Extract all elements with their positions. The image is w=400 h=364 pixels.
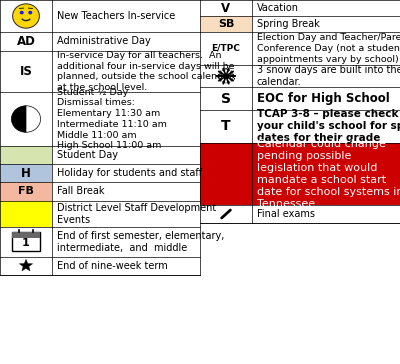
Text: Final exams: Final exams — [257, 209, 315, 219]
Text: Spring Break: Spring Break — [257, 19, 320, 29]
Bar — [200, 143, 252, 205]
Text: H: H — [21, 167, 31, 180]
Text: 1: 1 — [22, 238, 30, 248]
Bar — [200, 110, 252, 143]
Bar — [52, 32, 200, 51]
Text: V: V — [222, 1, 230, 15]
Bar — [52, 51, 200, 92]
Text: New Teachers In-service: New Teachers In-service — [57, 11, 175, 21]
Text: Fall Break: Fall Break — [57, 186, 104, 197]
Text: EOC for High School: EOC for High School — [257, 92, 390, 105]
Text: In-service Day for all teachers.  An
additional four in-service days will be
pla: In-service Day for all teachers. An addi… — [57, 51, 236, 92]
Bar — [252, 32, 400, 65]
Bar — [200, 32, 252, 65]
Circle shape — [20, 11, 24, 15]
Bar — [52, 164, 200, 182]
Text: District Level Staff Development
Events: District Level Staff Development Events — [57, 203, 216, 225]
Bar — [252, 16, 400, 32]
Text: Student ½ Day
Dismissal times:
Elementary 11:30 am
Intermediate 11:10 am
Middle : Student ½ Day Dismissal times: Elementar… — [57, 88, 167, 150]
Bar — [52, 257, 200, 275]
Wedge shape — [12, 106, 26, 132]
Bar — [0, 146, 52, 164]
Bar — [0, 201, 52, 227]
Bar — [200, 0, 252, 16]
Text: Calendar could change
pending possible
legislation that would
mandate a school s: Calendar could change pending possible l… — [257, 139, 400, 209]
Bar — [252, 143, 400, 205]
Text: Holiday for students and staff: Holiday for students and staff — [57, 168, 202, 178]
Bar — [52, 146, 200, 164]
Bar — [12, 233, 40, 238]
Text: End of first semester, elementary,
intermediate,  and  middle: End of first semester, elementary, inter… — [57, 231, 224, 253]
Bar — [0, 32, 52, 51]
Bar — [200, 87, 252, 110]
Bar — [52, 182, 200, 201]
Text: S: S — [221, 92, 231, 106]
Bar — [0, 182, 52, 201]
Text: FB: FB — [18, 186, 34, 197]
Bar — [52, 201, 200, 227]
Bar — [252, 65, 400, 87]
Bar — [0, 92, 52, 146]
Text: Vacation: Vacation — [257, 3, 299, 13]
Text: T: T — [221, 119, 231, 133]
Bar — [200, 16, 252, 32]
Text: IS: IS — [20, 65, 32, 78]
Text: SB: SB — [218, 19, 234, 29]
Bar — [52, 0, 200, 32]
Text: AD: AD — [16, 35, 36, 48]
Bar — [252, 110, 400, 143]
Bar — [252, 0, 400, 16]
Text: Administrative Day: Administrative Day — [57, 36, 150, 47]
Bar — [0, 164, 52, 182]
Bar — [252, 205, 400, 223]
Wedge shape — [26, 106, 40, 132]
Text: Student Day: Student Day — [57, 150, 118, 160]
Bar — [200, 65, 252, 87]
Bar — [252, 87, 400, 110]
Bar — [0, 227, 52, 257]
Bar — [12, 233, 40, 251]
Text: Election Day and Teacher/Parent
Conference Day (not a student day;
appointments : Election Day and Teacher/Parent Conferen… — [257, 33, 400, 64]
Bar — [52, 92, 200, 146]
Bar — [0, 257, 52, 275]
Bar — [52, 227, 200, 257]
Circle shape — [13, 4, 39, 28]
Text: TCAP 3-8 – please check with
your child's school for specific
dates for their gr: TCAP 3-8 – please check with your child'… — [257, 109, 400, 143]
Bar — [200, 205, 252, 223]
Polygon shape — [19, 259, 33, 271]
Text: E/TPC: E/TPC — [212, 44, 240, 53]
Bar — [0, 51, 52, 92]
Text: 3 snow days are built into the
calendar.: 3 snow days are built into the calendar. — [257, 65, 400, 87]
Circle shape — [28, 11, 32, 15]
Bar — [0, 0, 52, 32]
Text: End of nine-week term: End of nine-week term — [57, 261, 168, 271]
